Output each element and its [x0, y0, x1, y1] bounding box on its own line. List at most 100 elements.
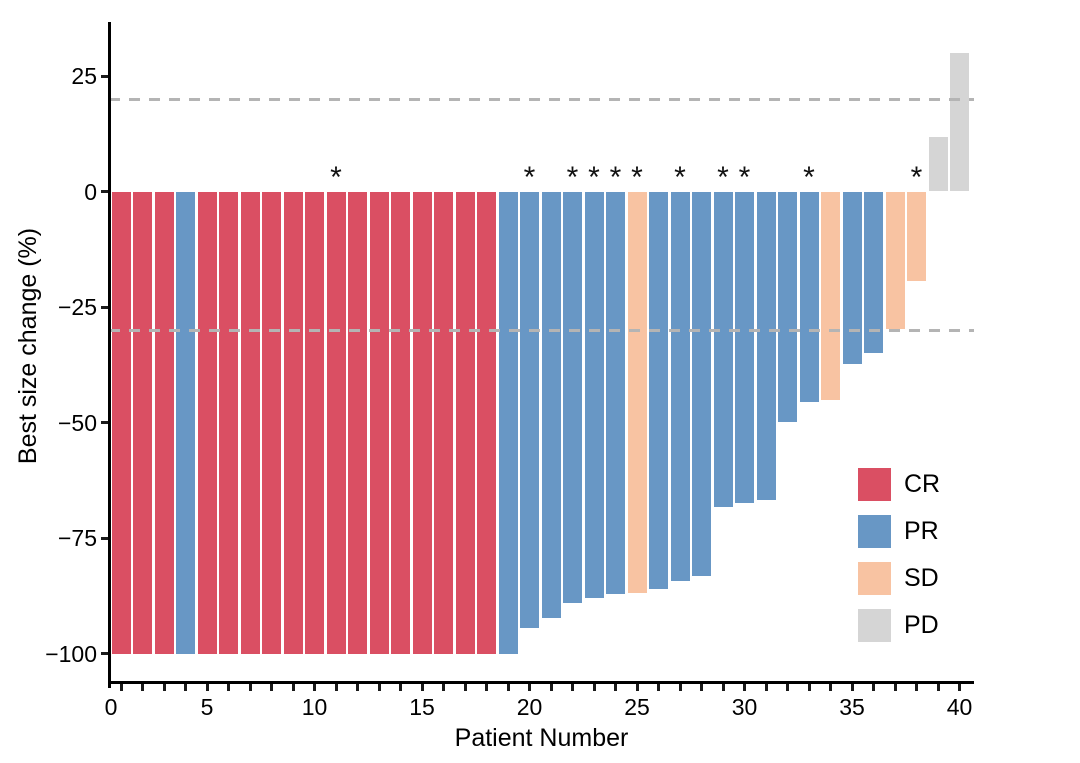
legend-label-pd: PD [904, 611, 939, 639]
legend-label-cr: CR [904, 470, 941, 498]
x-tick-40 [958, 684, 961, 691]
asterisk-patient-33: * [803, 161, 815, 194]
bar-patient-25 [627, 191, 647, 593]
x-tick-26 [657, 684, 660, 691]
x-tick-1 [119, 684, 123, 691]
x-tick-2 [141, 684, 144, 691]
bar-patient-21 [541, 191, 561, 618]
reference-line--30 [109, 328, 974, 332]
bar-patient-34 [821, 191, 840, 401]
x-tick-34 [829, 684, 832, 691]
x-tick-20 [528, 684, 531, 691]
bar-patient-4 [176, 191, 195, 654]
legend-swatch-cr [858, 468, 891, 501]
y-tick--50 [101, 421, 108, 424]
x-tick-label-0: 0 [104, 694, 118, 720]
bar-patient-10 [305, 191, 324, 654]
y-tick-label-0: 0 [84, 178, 97, 205]
bar-patient-37 [885, 191, 905, 330]
x-tick-35 [850, 684, 854, 691]
x-tick-label-20: 20 [516, 694, 543, 720]
x-tick-16 [442, 684, 445, 691]
x-tick-10 [313, 684, 316, 691]
asterisk-patient-11: * [330, 161, 342, 194]
x-tick-14 [399, 684, 402, 691]
x-tick-19 [506, 684, 510, 691]
y-tick-label-25: 25 [71, 63, 97, 89]
bar-patient-1 [111, 191, 131, 654]
x-tick-32 [786, 684, 789, 691]
y-tick-25 [101, 74, 108, 78]
bar-patient-26 [649, 191, 668, 589]
x-tick-11 [334, 684, 338, 691]
y-axis-title: Best size change (%) [14, 227, 42, 465]
x-tick-33 [807, 684, 811, 691]
bar-patient-14 [391, 191, 410, 654]
x-tick-15 [420, 684, 424, 691]
x-tick-label-35: 35 [839, 694, 865, 720]
bar-patient-32 [778, 191, 797, 422]
bar-patient-18 [477, 191, 496, 654]
y-axis-line [108, 22, 111, 688]
reference-line-20 [109, 97, 974, 101]
bar-patient-12 [348, 191, 367, 654]
x-tick-27 [678, 684, 682, 691]
x-tick-21 [549, 684, 553, 691]
x-tick-9 [291, 684, 295, 691]
y-tick--100 [101, 652, 108, 655]
legend-label-sd: SD [904, 564, 939, 592]
asterisk-patient-25: * [631, 161, 643, 194]
bar-patient-19 [498, 191, 518, 654]
bar-patient-24 [606, 191, 625, 595]
asterisk-patient-38: * [910, 161, 923, 194]
bar-patient-23 [584, 191, 604, 599]
x-tick-24 [614, 684, 617, 691]
bar-patient-7 [240, 191, 260, 654]
x-tick-6 [227, 684, 230, 691]
bar-patient-28 [692, 191, 711, 576]
bar-patient-35 [842, 191, 862, 365]
bar-patient-39 [928, 136, 948, 192]
legend-swatch-pd [858, 609, 891, 642]
bar-patient-6 [219, 191, 238, 654]
asterisk-patient-22: * [566, 161, 579, 194]
x-tick-label-25: 25 [624, 694, 650, 720]
legend-swatch-sd [858, 562, 891, 595]
x-tick-label-40: 40 [946, 694, 973, 720]
bar-patient-36 [864, 191, 883, 354]
x-tick-7 [248, 684, 252, 691]
x-tick-12 [356, 684, 359, 691]
x-tick-label-15: 15 [409, 694, 435, 720]
x-tick-37 [893, 684, 897, 691]
y-tick-label--25: −25 [57, 294, 97, 320]
x-tick-3 [162, 684, 166, 691]
y-tick-label--75: −75 [57, 525, 97, 551]
bar-patient-9 [283, 191, 303, 654]
x-tick-5 [205, 684, 209, 691]
x-tick-4 [184, 684, 187, 691]
bar-patient-11 [326, 191, 346, 654]
asterisk-patient-23: * [588, 161, 600, 194]
x-tick-29 [721, 684, 725, 691]
bar-patient-15 [412, 191, 432, 654]
bar-patient-17 [455, 191, 475, 654]
x-tick-8 [270, 684, 273, 691]
y-tick-label--100: −100 [45, 640, 97, 667]
asterisk-patient-30: * [738, 161, 751, 194]
bar-patient-2 [133, 191, 152, 654]
x-axis-title: Patient Number [454, 724, 629, 752]
asterisk-patient-24: * [609, 161, 622, 194]
bar-patient-29 [713, 191, 733, 507]
x-tick-13 [377, 684, 381, 691]
bar-patient-33 [799, 191, 819, 402]
x-axis-line [108, 681, 974, 684]
x-tick-label-30: 30 [731, 694, 758, 720]
x-tick-22 [571, 684, 574, 691]
legend-label-pr: PR [904, 517, 939, 545]
bar-patient-40 [950, 52, 969, 192]
bar-patient-8 [262, 191, 281, 654]
x-tick-38 [915, 684, 918, 691]
x-tick-23 [592, 684, 596, 691]
x-tick-18 [485, 684, 488, 691]
